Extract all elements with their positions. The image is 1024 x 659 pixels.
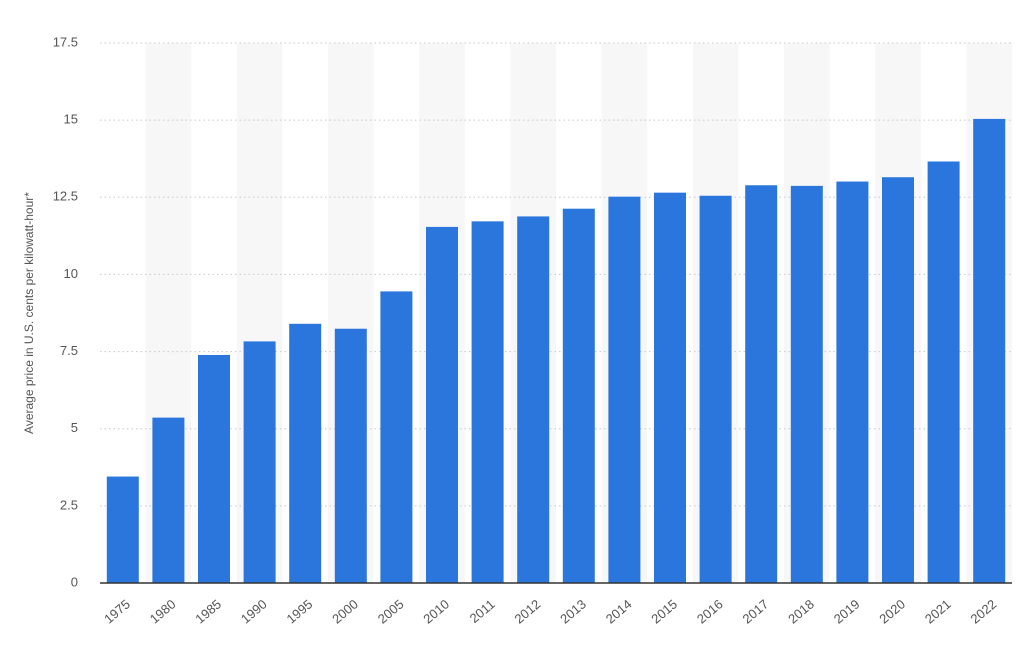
x-tick-label: 1975 xyxy=(101,596,133,626)
bar xyxy=(198,354,230,583)
y-tick-label: 15 xyxy=(64,112,78,127)
x-tick-label: 2015 xyxy=(648,596,680,626)
bar xyxy=(790,185,823,583)
x-tick-label: 2016 xyxy=(694,596,726,626)
bar xyxy=(882,177,914,583)
bar xyxy=(699,195,732,583)
x-tick-label: 1990 xyxy=(238,596,270,626)
bar xyxy=(562,208,595,583)
x-tick-label: 2005 xyxy=(375,596,407,626)
x-tick-label: 2011 xyxy=(467,596,498,625)
bar xyxy=(471,221,504,583)
y-tick-label: 10 xyxy=(64,266,78,281)
y-tick-label: 17.5 xyxy=(53,34,78,49)
bar xyxy=(334,328,367,583)
x-tick-label: 2017 xyxy=(740,596,772,626)
bar xyxy=(152,417,185,583)
bar xyxy=(106,476,139,583)
bar xyxy=(654,192,686,583)
x-tick-label: 2019 xyxy=(831,596,863,626)
bar xyxy=(517,216,550,583)
bar xyxy=(289,323,322,583)
y-tick-label: 12.5 xyxy=(53,189,78,204)
bar xyxy=(380,291,413,583)
y-tick-label: 0 xyxy=(71,574,78,589)
x-tick-label: 2012 xyxy=(512,596,544,626)
x-tick-label: 2020 xyxy=(876,596,908,626)
bar xyxy=(745,185,778,583)
x-tick-label: 2018 xyxy=(785,596,817,626)
x-tick-label: 2010 xyxy=(420,596,452,626)
x-tick-label: 2021 xyxy=(922,596,954,626)
x-tick-label: 1980 xyxy=(147,596,179,626)
bar xyxy=(927,161,960,583)
x-tick-label: 2013 xyxy=(557,596,589,626)
bar xyxy=(973,118,1006,583)
x-tick-label: 1985 xyxy=(192,596,224,626)
x-tick-label: 1995 xyxy=(284,596,316,626)
y-axis-label: Average price in U.S. cents per kilowatt… xyxy=(22,192,36,434)
bar xyxy=(608,196,641,583)
x-tick-label: 2022 xyxy=(968,596,1000,626)
bar xyxy=(243,341,276,583)
y-tick-label: 2.5 xyxy=(60,497,78,512)
y-tick-label: 7.5 xyxy=(60,343,78,358)
x-tick-label: 2014 xyxy=(603,596,635,626)
x-tick-label: 2000 xyxy=(329,596,361,626)
bar xyxy=(836,181,869,583)
bar xyxy=(426,226,458,583)
y-tick-label: 5 xyxy=(71,420,78,435)
